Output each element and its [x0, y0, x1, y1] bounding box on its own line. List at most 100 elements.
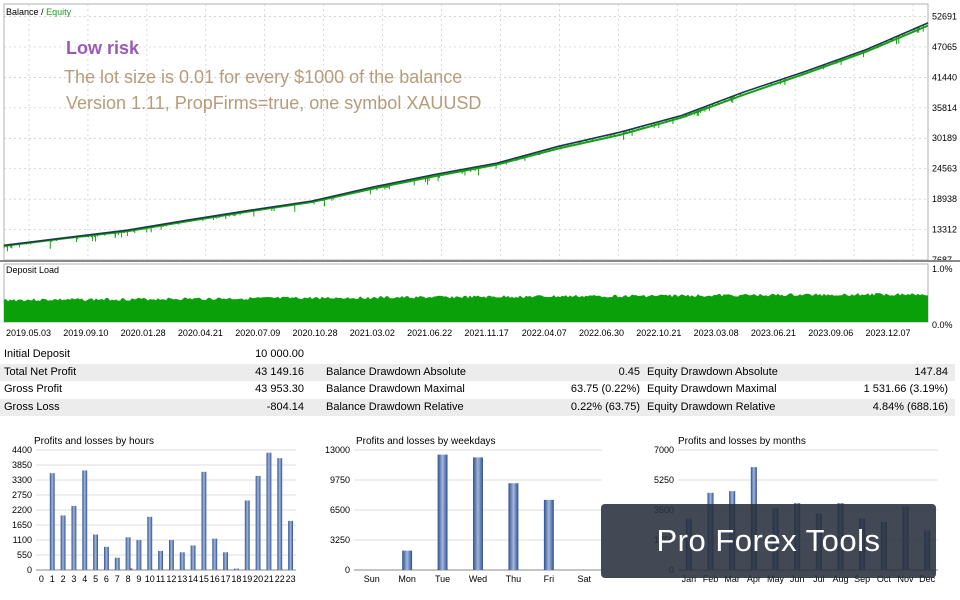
bar-category-label: 1	[50, 574, 55, 584]
bar-category-label: Tue	[435, 574, 450, 584]
date-tick: 2021.03.02	[349, 328, 395, 338]
bar-category-label: 12	[166, 574, 176, 584]
stats-label: Gross Loss	[4, 400, 60, 413]
bar-ytick-label: 4400	[12, 445, 32, 455]
balance-line	[3, 22, 929, 247]
date-tick: 2021.11.17	[464, 328, 509, 338]
stats-label: Balance Drawdown Relative	[326, 400, 464, 413]
legend-separator: /	[41, 7, 44, 17]
stats-label: Gross Profit	[4, 383, 63, 395]
profit-bar	[255, 475, 261, 570]
deposit-load-chart	[3, 263, 929, 323]
date-tick: 2020.04.21	[177, 328, 223, 338]
profit-bar	[125, 537, 131, 570]
plot-frame	[3, 3, 929, 261]
stats-label: Equity Drawdown Absolute	[647, 365, 778, 378]
bar-category-label: 4	[82, 574, 87, 584]
bar-ytick-label: 2200	[12, 505, 32, 515]
balance-equity-chart: 52691 47065 41440 35814 30189 24563 18938 13312…	[0, 3, 960, 262]
stats-value: 4.84% (688.16)	[872, 400, 948, 413]
profit-bar	[60, 515, 66, 570]
legend-equity: Equity	[46, 7, 72, 17]
date-tick: 2020.07.09	[235, 328, 281, 338]
profit-bar	[201, 471, 207, 570]
date-tick: 2021.06.22	[407, 328, 453, 338]
stats-label: Balance Drawdown Maximal	[326, 383, 465, 395]
y-tick-label: 7687	[932, 255, 952, 262]
date-tick: 2020.10.28	[292, 328, 338, 338]
date-tick: 2019.05.03	[6, 328, 52, 338]
profit-bar	[49, 473, 55, 570]
bar-category-label: Nov	[897, 574, 914, 584]
bar-chart-title: Profits and losses by months	[678, 436, 806, 447]
stats-label: Equity Drawdown Relative	[647, 400, 776, 413]
profit-bar	[82, 470, 88, 570]
bar-category-label: Wed	[469, 574, 487, 584]
y-tick-label: 13312	[932, 225, 957, 235]
bar-category-label: 16	[210, 574, 220, 584]
brand-banner: Pro Forex Tools	[601, 504, 936, 578]
version-note: Version 1.11, PropFirms=true, one symbol…	[66, 93, 482, 113]
bar-category-label: 2	[61, 574, 66, 584]
profit-bar	[543, 499, 554, 570]
bar-category-label: Sep	[854, 574, 870, 584]
stats-value: 10 000.00	[255, 348, 304, 360]
deposit-load-label: Deposit Load	[6, 265, 60, 275]
bar-category-label: Apr	[747, 574, 761, 584]
bar-ytick-label: 13000	[325, 445, 350, 455]
stats-value: 1 531.66 (3.19%)	[863, 383, 948, 395]
bar-ytick-label: 6500	[330, 505, 350, 515]
profit-bar	[103, 546, 109, 570]
bar-category-label: 20	[253, 574, 263, 584]
bar-category-label: 10	[145, 574, 155, 584]
date-tick: 2023.06.21	[750, 328, 796, 338]
bar-chart-title: Profits and losses by hours	[34, 436, 154, 447]
profit-bar	[158, 550, 164, 570]
bar-category-label: Fri	[544, 574, 555, 584]
bar-category-label: Thu	[506, 574, 522, 584]
profit-bar	[212, 538, 218, 570]
bar-category-label: Oct	[877, 574, 892, 584]
bar-ytick-label: 9750	[330, 475, 350, 485]
lot-size-note: The lot size is 0.01 for every $1000 of …	[64, 67, 463, 87]
legend-balance: Balance	[6, 7, 39, 17]
bar-ytick-label: 1650	[12, 520, 32, 530]
profit-bar	[168, 540, 174, 570]
date-tick: 2022.06.30	[579, 328, 625, 338]
deposit-area	[4, 292, 928, 322]
y-tick-label: 47065	[932, 42, 957, 52]
bar-category-label: Jul	[813, 574, 825, 584]
profit-bar	[473, 457, 483, 570]
bar-ytick-label: 3300	[12, 475, 32, 485]
stats-label: Equity Drawdown Maximal	[647, 383, 777, 395]
bar-category-label: Aug	[832, 574, 848, 584]
date-axis: 2019.05.03 2019.09.10 2020.01.28 2020.04.21…	[0, 323, 960, 343]
bar-category-label: Mon	[398, 574, 416, 584]
bar-category-label: Jun	[790, 574, 805, 584]
stats-value: -804.14	[266, 400, 304, 413]
profit-bar	[179, 552, 185, 570]
bar-category-label: 14	[188, 574, 198, 584]
profit-bar	[508, 483, 519, 570]
bar-category-label: 13	[177, 574, 187, 584]
y-tick-label: 35814	[932, 103, 957, 113]
date-tick: 2023.03.08	[693, 328, 739, 338]
bar-category-label: 18	[231, 574, 241, 584]
bar-category-label: 6	[104, 574, 109, 584]
profit-bar	[190, 545, 196, 570]
profit-bar	[136, 540, 142, 570]
date-tick: 2022.04.07	[521, 328, 567, 338]
date-tick: 2020.01.28	[120, 328, 166, 338]
equity-line	[3, 24, 929, 247]
bar-ytick-label: 3850	[12, 460, 32, 470]
risk-title: Low risk	[66, 38, 140, 58]
bar-category-label: May	[767, 574, 785, 584]
y-tick-label: 18938	[932, 194, 957, 204]
bar-category-label: 5	[93, 574, 98, 584]
profit-bar	[277, 458, 283, 570]
y-tick-label: 52691	[932, 11, 957, 21]
pane-separator	[0, 260, 960, 262]
bar-ytick-label: 0	[27, 565, 32, 575]
stats-value: 147.84	[914, 365, 948, 378]
stats-value: 43 149.16	[255, 365, 304, 378]
